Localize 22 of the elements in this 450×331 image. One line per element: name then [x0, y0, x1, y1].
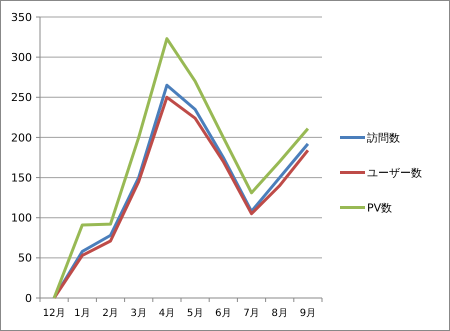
x-tick-label: 2月 — [102, 308, 119, 319]
y-tick-label: 100 — [11, 212, 32, 225]
x-tick-label: 8月 — [272, 308, 288, 319]
x-tick-label: 12月 — [42, 308, 66, 319]
x-tick-label: 1月 — [74, 308, 90, 319]
x-tick-label: 6月 — [215, 308, 232, 319]
x-tick-label: 4月 — [158, 308, 176, 319]
y-tick-label: 350 — [11, 10, 32, 24]
x-tick-label: 9月 — [300, 308, 316, 319]
y-tick-label: 250 — [11, 91, 32, 104]
legend-label: ユーザー数 — [367, 166, 422, 180]
y-tick-label: 0 — [25, 292, 32, 305]
y-tick-label: 200 — [11, 131, 32, 144]
x-tick-label: 7月 — [243, 308, 260, 319]
y-tick-label: 50 — [18, 252, 32, 265]
x-tick-label: 3月 — [130, 308, 147, 319]
legend-label: PV数 — [367, 201, 392, 214]
y-tick-label: 300 — [11, 50, 32, 64]
y-tick-label: 150 — [11, 171, 32, 184]
line-series — [52, 37, 310, 300]
x-tick-label: 5月 — [186, 308, 204, 319]
legend-label: 訪問数 — [367, 131, 400, 144]
